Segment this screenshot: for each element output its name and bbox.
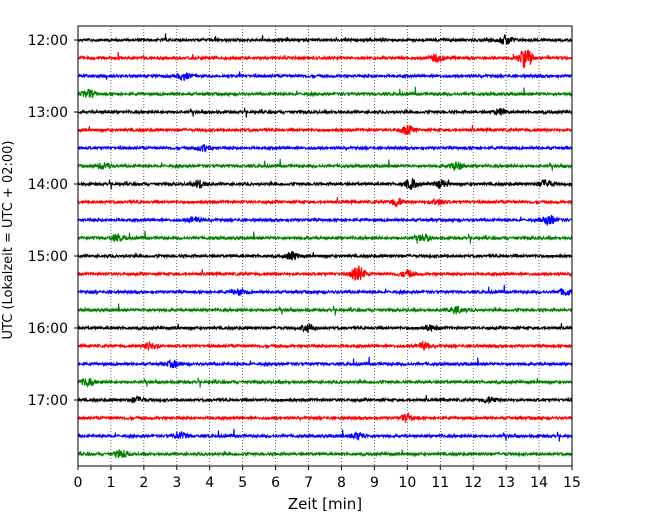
x-tick-label: 10 (398, 475, 416, 491)
x-tick-label: 8 (337, 475, 346, 491)
x-tick-label: 9 (370, 475, 379, 491)
y-tick-label: 14:00 (28, 177, 68, 193)
y-axis: 12:00 13:00 14:00 15:00 16:00 17:00 (28, 33, 78, 409)
trace-1300 (77, 107, 573, 118)
trace-1315 (77, 124, 573, 136)
x-tick-label: 11 (431, 475, 449, 491)
trace-1215 (77, 49, 573, 69)
x-tick-label: 5 (238, 475, 247, 491)
seismic-traces (77, 33, 573, 459)
trace-1430 (77, 214, 573, 226)
trace-1415 (77, 197, 573, 208)
trace-1630 (77, 356, 573, 369)
trace-1500 (77, 251, 573, 262)
plot-frame (77, 25, 573, 467)
x-tick-label: 7 (304, 475, 313, 491)
trace-1515 (77, 264, 573, 281)
trace-1730 (77, 428, 573, 442)
y-tick-label: 17:00 (28, 393, 68, 409)
trace-1345 (77, 158, 573, 172)
trace-1200 (77, 33, 573, 45)
vertical-grid (110, 26, 540, 466)
y-tick-label: 13:00 (28, 105, 68, 121)
y-tick-label: 12:00 (28, 33, 68, 49)
trace-1530 (77, 284, 573, 296)
x-tick-label: 0 (74, 475, 83, 491)
trace-1545 (77, 303, 573, 316)
trace-1645 (77, 377, 573, 388)
y-axis-label: UTC (Lokalzeit = UTC + 02:00) (1, 141, 16, 340)
y-tick-label: 16:00 (28, 321, 68, 337)
x-tick-label: 14 (530, 475, 548, 491)
trace-1615 (77, 340, 573, 352)
x-tick-label: 6 (271, 475, 280, 491)
x-tick-label: 3 (172, 475, 181, 491)
trace-1715 (77, 411, 573, 423)
trace-1745 (77, 449, 573, 459)
trace-1230 (77, 71, 573, 82)
y-tick-label: 15:00 (28, 249, 68, 265)
x-axis-label: Zeit [min] (288, 495, 362, 513)
trace-1600 (77, 323, 573, 333)
x-tick-label: 13 (497, 475, 515, 491)
trace-1330 (77, 143, 573, 154)
x-tick-label: 1 (106, 475, 115, 491)
trace-1245 (77, 86, 573, 99)
trace-1445 (77, 230, 573, 244)
x-tick-label: 12 (464, 475, 482, 491)
trace-1400 (77, 177, 573, 190)
x-tick-label: 4 (205, 475, 214, 491)
x-axis: 0 1 2 3 4 5 6 7 8 9 10 11 12 13 14 15 (74, 466, 581, 491)
x-tick-label: 15 (563, 475, 581, 491)
x-tick-label: 2 (139, 475, 148, 491)
trace-1700 (77, 395, 573, 405)
